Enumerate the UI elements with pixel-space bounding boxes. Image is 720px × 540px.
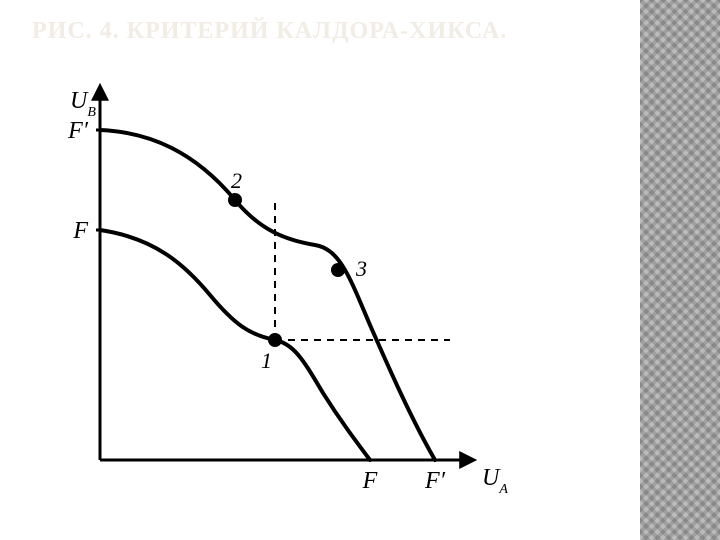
point-label-1: 1 (261, 348, 272, 373)
point-2 (228, 193, 242, 207)
chart-svg: UB UA F′ F F F′ 1 2 3 (40, 70, 520, 510)
axis-label-ub: UB (70, 88, 96, 120)
point-1 (268, 333, 282, 347)
curve-f-prime (100, 130, 435, 460)
y-tick-label-0: F′ (67, 118, 89, 144)
page: РИС. 4. КРИТЕРИЙ КАЛДОРА-ХИКСА. UB UA F′ F F… (0, 0, 720, 540)
curve-f (100, 230, 370, 460)
point-3 (331, 263, 345, 277)
kaldor-hicks-chart: UB UA F′ F F F′ 1 2 3 (40, 70, 520, 510)
point-label-2: 2 (231, 168, 242, 193)
x-tick-label-1: F′ (424, 468, 446, 494)
side-pattern (640, 0, 720, 540)
figure-caption: РИС. 4. КРИТЕРИЙ КАЛДОРА-ХИКСА. (32, 18, 507, 45)
point-label-3: 3 (355, 256, 367, 281)
axis-label-ua: UA (482, 465, 508, 497)
y-tick-label-1: F (72, 218, 88, 244)
x-tick-label-0: F (362, 468, 378, 494)
